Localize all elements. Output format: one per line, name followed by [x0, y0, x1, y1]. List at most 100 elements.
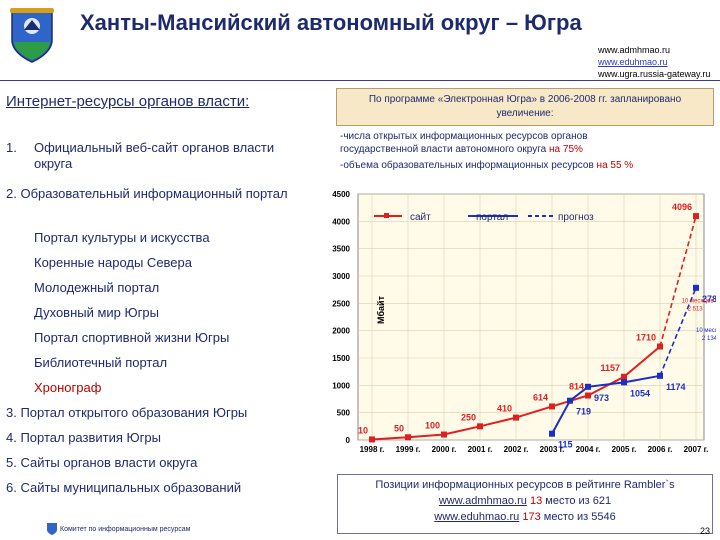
list-item: 4. Портал развития Югры	[6, 430, 161, 445]
annotation-value: 2 513	[688, 307, 704, 313]
x-tick-label: 2006 г.	[648, 445, 673, 454]
url-list: www.admhmao.ru www.eduhmao.ru www.ugra.r…	[598, 44, 710, 80]
series-line	[659, 215, 697, 347]
list-item: Молодежный портал	[34, 280, 160, 295]
data-point	[621, 379, 627, 386]
program-bullets: -числа открытых информационных ресурсов …	[340, 130, 633, 175]
x-tick-label: 1999 г.	[396, 445, 421, 454]
list-item: Коренные народы Севера	[34, 255, 192, 270]
data-label: 50	[394, 423, 404, 433]
y-tick-label: 2000	[332, 327, 350, 336]
data-label: 1710	[636, 333, 656, 343]
data-point	[567, 397, 573, 404]
x-tick-label: 1998 г.	[360, 445, 385, 454]
x-tick-label: 2002 г.	[504, 445, 529, 454]
annotation-text: 10 месяцев	[696, 328, 716, 334]
data-label: 2784	[702, 294, 716, 304]
y-tick-label: 4000	[332, 217, 350, 226]
bullet-highlight: на 55 %	[596, 160, 634, 171]
rank-link-eduhmao[interactable]: www.eduhmao.ru	[434, 511, 520, 523]
data-label: 973	[594, 393, 609, 403]
rank-position: 13	[529, 495, 543, 507]
data-point	[513, 414, 519, 421]
data-label: 1054	[630, 388, 650, 398]
data-point	[657, 343, 663, 350]
coat-of-arms-icon	[10, 8, 54, 63]
data-point	[693, 213, 699, 220]
data-point	[657, 372, 663, 379]
rank-text: место из 5546	[543, 511, 616, 523]
legend-marker-site	[384, 213, 389, 218]
data-point	[585, 383, 591, 390]
data-label: 10	[358, 425, 368, 435]
data-label: 814	[569, 382, 584, 392]
data-point	[405, 434, 411, 441]
annotation-text: 10 месяцев	[682, 299, 714, 305]
list-item: Библиотечный портал	[34, 355, 168, 370]
x-tick-label: 2003 г.	[540, 445, 565, 454]
growth-chart: 0 500 1000 1500 2000 2500 3000 3500 4000 4500 1998…	[332, 190, 716, 454]
data-label: 719	[576, 407, 591, 417]
list-item: Хронограф	[34, 380, 102, 395]
annotation-value: 2 134	[702, 336, 716, 342]
list-item: 5. Сайты органов власти округа	[6, 455, 198, 470]
url-ugra[interactable]: www.ugra.russia-gateway.ru	[598, 69, 711, 79]
plot-area	[357, 193, 705, 441]
y-tick-label: 1000	[332, 381, 350, 390]
x-tick-label: 2000 г.	[432, 445, 457, 454]
legend-label: портал	[476, 212, 508, 223]
data-label: 1157	[600, 363, 620, 373]
y-tick-label: 0	[346, 436, 351, 445]
info-line: увеличение:	[496, 108, 554, 119]
resources-heading: Интернет-ресурсы органов власти:	[6, 93, 250, 110]
data-point	[369, 436, 375, 443]
y-tick-label: 2500	[332, 299, 350, 308]
data-label: 4096	[672, 202, 692, 212]
data-point	[621, 373, 627, 380]
bullet-text: -объема образовательных информационных р…	[340, 160, 594, 171]
rank-link-admhmao[interactable]: www.admhmao.ru	[438, 495, 527, 507]
data-label: 410	[497, 404, 512, 414]
bullet-text: -числа открытых информационных ресурсов …	[340, 131, 588, 142]
data-label: 100	[425, 421, 440, 431]
list-item: 3. Портал открытого образования Югры	[6, 405, 248, 420]
page-number: 23	[700, 526, 711, 536]
x-tick-label: 2001 г.	[468, 445, 493, 454]
bullet-highlight: на 75%	[549, 144, 583, 155]
list-item: Духовный мир Югры	[34, 305, 159, 320]
rank-text: место из 621	[545, 495, 612, 507]
rambler-rank-box: Позиции информационных ресурсов в рейтин…	[337, 474, 713, 534]
bullet-text: государственной власти автономного округ…	[340, 144, 547, 155]
data-label: 250	[461, 412, 476, 422]
list-number: 1.	[6, 140, 17, 155]
info-line: По программе «Электронная Югра» в 2006-2…	[368, 94, 682, 105]
list-item: 1. Официальный веб-сайт органов власти о…	[6, 140, 326, 176]
list-item: Портал культуры и искусства	[34, 230, 210, 245]
url-admhmao[interactable]: www.admhmao.ru	[598, 45, 671, 55]
y-tick-label: 1500	[332, 354, 350, 363]
x-tick-label: 2007 г.	[684, 445, 709, 454]
legend-label: прогноз	[558, 212, 594, 223]
data-point	[693, 284, 699, 291]
list-item: 2. Образовательный информационный портал	[6, 186, 288, 201]
committee-logo-icon	[47, 523, 57, 535]
y-tick-label: 500	[337, 409, 351, 418]
footer-text: Комитет по информационным ресурсам	[60, 526, 191, 533]
rank-title: Позиции информационных ресурсов в рейтин…	[375, 479, 675, 491]
data-point	[477, 423, 483, 430]
y-tick-label: 4500	[332, 190, 350, 199]
data-label: 115	[558, 440, 573, 450]
data-point	[549, 403, 555, 410]
legend-label: сайт	[410, 212, 431, 223]
x-tick-label: 2004 г.	[576, 445, 601, 454]
page-title: Ханты-Мансийский автономный округ – Югра	[80, 10, 582, 35]
list-item-text: Официальный веб-сайт органов власти окру…	[34, 140, 275, 171]
url-eduhmao[interactable]: www.eduhmao.ru	[598, 57, 668, 67]
list-item: Портал спортивной жизни Югры	[34, 330, 230, 345]
y-axis-label: Мбайт	[376, 295, 386, 324]
header-divider	[0, 80, 720, 81]
data-label: 614	[533, 392, 548, 402]
data-point	[549, 430, 555, 437]
program-info-box: По программе «Электронная Югра» в 2006-2…	[336, 88, 714, 126]
data-label: 1174	[666, 382, 686, 392]
